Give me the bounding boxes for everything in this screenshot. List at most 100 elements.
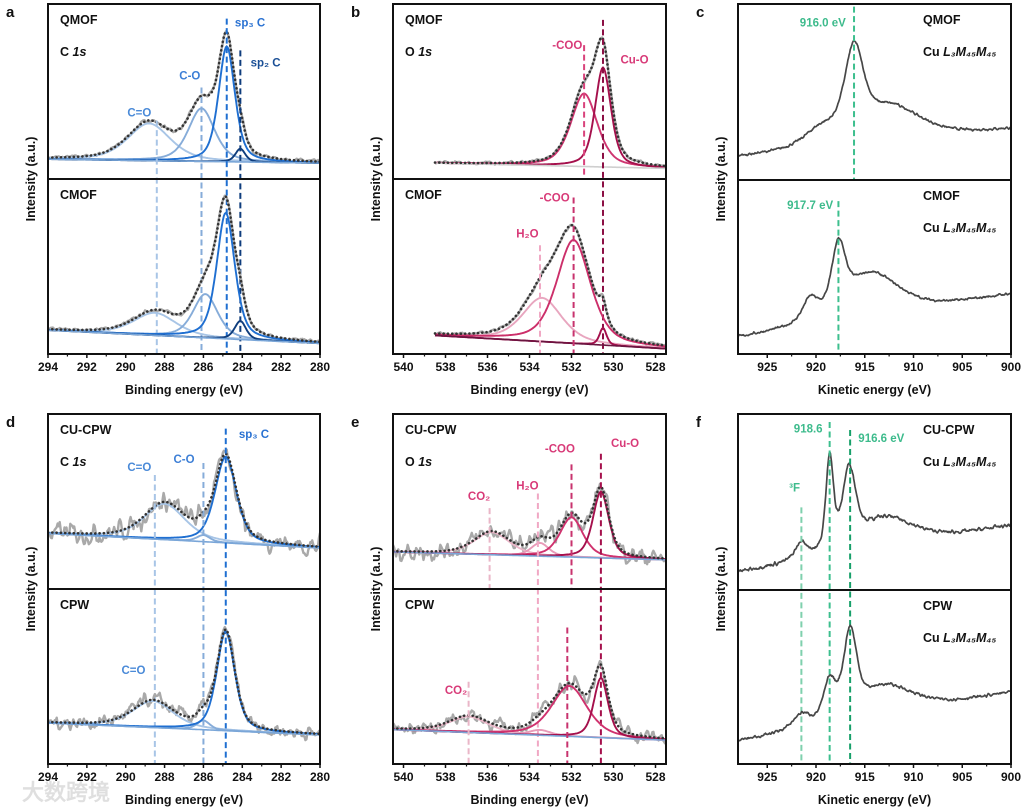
x-tick-label: 925 bbox=[757, 770, 777, 784]
fit-component-sp3-c bbox=[48, 211, 320, 344]
x-tick-label: 915 bbox=[855, 360, 875, 374]
x-tick-label: 532 bbox=[561, 360, 581, 374]
x-axis-title: Binding energy (eV) bbox=[125, 383, 243, 397]
core-level-label: Cu L₃M₄₅M₄₅ bbox=[923, 45, 996, 59]
subplot-cu-cpw bbox=[48, 428, 320, 764]
subplot-cpw bbox=[48, 625, 320, 742]
fit-envelope-dotted bbox=[393, 485, 666, 560]
core-orbital: 1s bbox=[418, 455, 432, 469]
x-axis-title: Kinetic energy (eV) bbox=[818, 793, 931, 807]
panel-d: 294 292 290 288 286 284 282 280 Binding energy (… bbox=[6, 413, 330, 807]
peak-annotation: ³F bbox=[789, 482, 800, 494]
x-tick-label: 284 bbox=[232, 360, 252, 374]
fit-envelope-dotted bbox=[48, 194, 320, 344]
sample-label: CPW bbox=[60, 598, 89, 612]
panel-letter: b bbox=[351, 4, 360, 21]
raw-data-line bbox=[48, 30, 320, 164]
peak-annotation: sp₂ C bbox=[251, 57, 281, 69]
x-axis-title: Kinetic energy (eV) bbox=[818, 383, 931, 397]
peak-annotation: -COO bbox=[552, 40, 582, 52]
panel-a: 294 292 290 288 286 284 282 280 Binding energy (… bbox=[6, 3, 330, 397]
plot-area bbox=[48, 18, 320, 354]
core-element: Cu bbox=[923, 45, 943, 59]
core-element: C bbox=[60, 45, 73, 59]
y-axis-title: Intensity (a.u.) bbox=[369, 137, 383, 222]
x-tick-label: 284 bbox=[232, 770, 252, 784]
sample-label: CU-CPW bbox=[60, 423, 112, 437]
x-tick-label: 290 bbox=[116, 360, 136, 374]
subplot-cu-cpw bbox=[393, 453, 666, 764]
x-tick-label: 286 bbox=[193, 770, 213, 784]
x-tick-label: 280 bbox=[310, 360, 330, 374]
x-tick-label: 538 bbox=[435, 360, 455, 374]
sample-label: CU-CPW bbox=[405, 423, 457, 437]
x-tick-label: 538 bbox=[435, 770, 455, 784]
peak-annotation: C-O bbox=[179, 71, 200, 83]
peak-annotation: 918.6 bbox=[794, 424, 823, 436]
x-tick-label: 282 bbox=[271, 770, 291, 784]
subplot-cmof bbox=[738, 201, 1011, 354]
x-tick-label: 534 bbox=[519, 770, 539, 784]
peak-annotation: sp₃ C bbox=[235, 18, 265, 30]
x-tick-label: 282 bbox=[271, 360, 291, 374]
core-level-label: Cu L₃M₄₅M₄₅ bbox=[923, 455, 996, 469]
x-tick-label: 292 bbox=[77, 770, 97, 784]
x-tick-label: 540 bbox=[393, 770, 413, 784]
x-axis-title: Binding energy (eV) bbox=[470, 793, 588, 807]
core-element: Cu bbox=[923, 631, 943, 645]
x-tick-label: 292 bbox=[77, 360, 97, 374]
peak-annotation: Cu-O bbox=[620, 55, 648, 67]
peak-annotation: C=O bbox=[127, 462, 151, 474]
plot-area bbox=[48, 428, 320, 764]
x-tick-label: 915 bbox=[855, 770, 875, 784]
core-orbital: 1s bbox=[73, 455, 87, 469]
x-tick-label: 280 bbox=[310, 770, 330, 784]
background-line bbox=[48, 158, 320, 164]
y-axis-title: Intensity (a.u.) bbox=[369, 547, 383, 632]
sample-label: CMOF bbox=[923, 189, 960, 203]
panel-letter: f bbox=[696, 414, 702, 431]
subplot-qmof bbox=[433, 19, 666, 354]
core-level-label: Cu L₃M₄₅M₄₅ bbox=[923, 221, 996, 235]
x-tick-label: 900 bbox=[1001, 360, 1021, 374]
panel-letter: a bbox=[6, 4, 15, 21]
plot-area bbox=[393, 453, 666, 764]
x-tick-label: 925 bbox=[757, 360, 777, 374]
core-level-label: C 1s bbox=[60, 455, 86, 469]
plot-area bbox=[738, 422, 1011, 764]
core-orbital: L₃M₄₅M₄₅ bbox=[943, 455, 996, 469]
x-tick-label: 910 bbox=[903, 360, 923, 374]
sample-label: CPW bbox=[923, 599, 952, 613]
raw-data-line bbox=[393, 659, 666, 745]
y-axis-title: Intensity (a.u.) bbox=[24, 547, 38, 632]
background-line bbox=[393, 728, 666, 741]
background-line bbox=[48, 532, 320, 549]
x-tick-label: 534 bbox=[519, 360, 539, 374]
y-axis-title: Intensity (a.u.) bbox=[714, 137, 728, 222]
x-tick-label: 528 bbox=[645, 770, 665, 784]
x-tick-label: 530 bbox=[603, 360, 623, 374]
y-axis-title: Intensity (a.u.) bbox=[24, 137, 38, 222]
x-tick-label: 540 bbox=[393, 360, 413, 374]
peak-annotation: C-O bbox=[173, 454, 194, 466]
core-element: Cu bbox=[923, 221, 943, 235]
x-tick-label: 910 bbox=[903, 770, 923, 784]
background-line bbox=[48, 329, 320, 345]
x-tick-label: 900 bbox=[1001, 770, 1021, 784]
core-element: C bbox=[60, 455, 73, 469]
core-element: O bbox=[405, 45, 418, 59]
core-level-label: C 1s bbox=[60, 45, 86, 59]
fit-envelope-dotted bbox=[433, 223, 666, 347]
peak-annotation: 917.7 eV bbox=[787, 200, 833, 212]
core-level-label: Cu L₃M₄₅M₄₅ bbox=[923, 631, 996, 645]
core-orbital: L₃M₄₅M₄₅ bbox=[943, 221, 996, 235]
panel-letter: c bbox=[696, 4, 704, 21]
panel-letter: d bbox=[6, 414, 15, 431]
fit-envelope-dotted bbox=[48, 627, 320, 736]
sample-label: CPW bbox=[405, 598, 434, 612]
core-orbital: 1s bbox=[73, 45, 87, 59]
x-tick-label: 290 bbox=[116, 770, 136, 784]
sample-label: CMOF bbox=[60, 188, 97, 202]
fit-component-cu-o bbox=[434, 66, 666, 169]
